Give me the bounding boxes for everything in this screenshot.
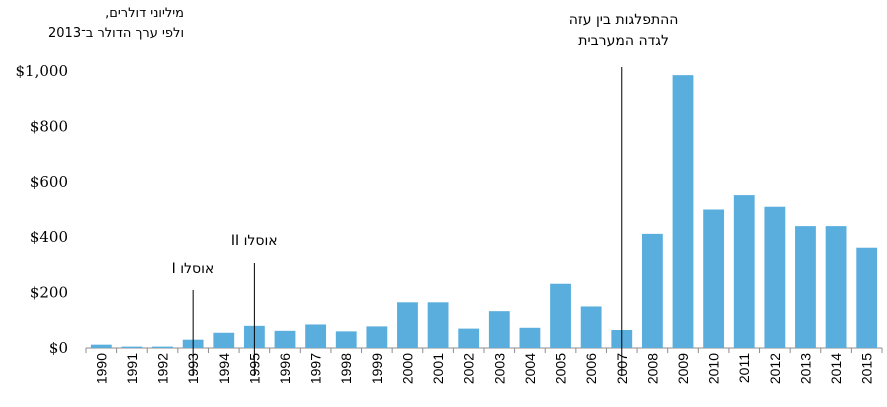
bar-2015: [856, 247, 878, 348]
x-tick-label: 2004: [522, 353, 538, 384]
annotation-oslo-2-line-1: אוסלו II: [230, 233, 278, 249]
x-tick-label: 1999: [369, 353, 385, 384]
annotation-oslo-2: אוסלו II: [231, 231, 278, 252]
y-tick-label: $400: [30, 228, 68, 246]
bar-2008: [641, 233, 663, 348]
x-tick-label: 2005: [553, 353, 569, 384]
x-tick-label: 1992: [155, 353, 171, 384]
bar-2006: [580, 306, 602, 348]
bar-1994: [213, 332, 235, 348]
bar-2005: [550, 283, 571, 348]
bar-2014: [825, 226, 847, 348]
y-tick-label: $200: [30, 284, 68, 302]
x-tick-label: 2010: [706, 353, 722, 384]
annotation-oslo-1: אוסלו I: [172, 259, 215, 280]
x-tick-label: 2012: [767, 353, 783, 384]
x-tick-label: 2006: [583, 353, 599, 384]
x-tick-label: 1997: [308, 353, 324, 384]
bar-1997: [305, 324, 327, 348]
bar-2010: [703, 209, 725, 348]
bar-1996: [274, 330, 296, 348]
x-tick-label: 2000: [399, 353, 415, 384]
annotation-split-line-2: לגדה המערבית: [578, 33, 669, 49]
x-tick-label: 1991: [124, 353, 140, 384]
x-tick-label: 2002: [461, 353, 477, 384]
y-tick-label: $1,000: [16, 62, 69, 80]
bar-2000: [397, 302, 418, 348]
y-tick-label: $800: [30, 117, 68, 135]
bar-2004: [519, 327, 541, 348]
y-axis-label-line-1: מיליוני דולרים,: [105, 6, 184, 21]
bar-1990: [90, 344, 112, 348]
bar-2011: [733, 195, 755, 348]
y-tick-label: $600: [30, 173, 68, 191]
x-tick-label: 1994: [216, 353, 232, 384]
y-tick-label: $0: [49, 339, 68, 357]
bar-1999: [366, 326, 388, 348]
annotation-split-line-1: ההתפלגות בין עזה: [568, 12, 679, 28]
x-tick-label: 1996: [277, 353, 293, 384]
x-tick-label: 2009: [675, 353, 691, 384]
x-tick-label: 2003: [491, 353, 507, 384]
bar-2001: [427, 302, 449, 348]
x-tick-label: 2008: [644, 353, 660, 384]
annotation-split-gaza-westbank: ההתפלגות בין עזה לגדה המערבית: [569, 10, 679, 52]
bar-2003: [488, 311, 510, 348]
x-tick-label: 1998: [338, 353, 354, 384]
x-tick-label: 2013: [797, 353, 813, 384]
bar-2002: [458, 328, 480, 348]
bar-1991: [121, 346, 143, 348]
bar-2009: [672, 75, 694, 348]
x-tick-label: 1990: [93, 353, 109, 384]
bar-2013: [795, 226, 816, 348]
x-tick-label: 2015: [859, 353, 875, 384]
x-tick-label: 2014: [828, 353, 844, 384]
x-tick-label: 2011: [736, 353, 752, 383]
y-axis-label-line-2: ולפי ערך הדולר ב־2013: [48, 26, 184, 41]
bar-1992: [152, 346, 173, 348]
bar-1998: [335, 331, 357, 348]
annotation-oslo-1-line-1: אוסלו I: [171, 261, 215, 277]
bar-2012: [764, 206, 786, 348]
y-axis-label: מיליוני דולרים, ולפי ערך הדולר ב־2013: [4, 4, 184, 44]
x-tick-label: 2001: [430, 353, 446, 384]
